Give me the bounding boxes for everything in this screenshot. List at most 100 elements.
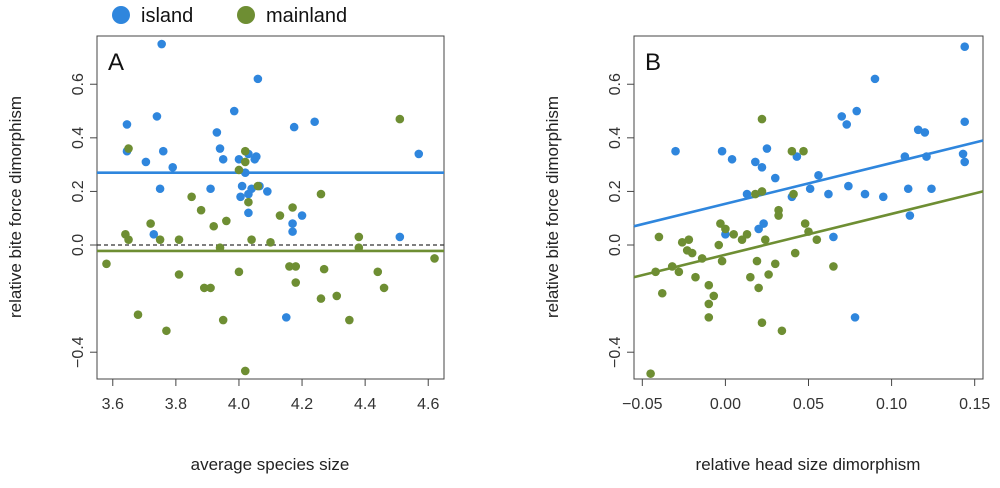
legend-mainland-label: mainland	[266, 5, 347, 27]
mainland-point	[240, 146, 250, 156]
island-point	[229, 106, 239, 116]
island-point	[903, 184, 913, 194]
x-tick-label: 0.10	[876, 396, 907, 413]
mainland-point	[729, 229, 739, 239]
mainland-point	[222, 216, 231, 226]
mainland-point	[709, 291, 719, 301]
mainland-point	[345, 315, 354, 325]
y-tick-label: 0.0	[607, 234, 624, 256]
panel-b-lines	[633, 139, 984, 279]
mainland-point	[667, 262, 677, 271]
y-tick-label: 0.0	[70, 234, 87, 256]
mainland-point	[799, 146, 808, 156]
mainland-point	[316, 294, 326, 303]
island-point	[122, 120, 132, 129]
island-point	[958, 149, 968, 159]
x-tick-label: 0.05	[793, 396, 824, 413]
mainland-point	[829, 262, 838, 271]
mainland-point	[646, 369, 655, 378]
mainland-point	[764, 270, 773, 279]
mainland-point	[379, 283, 389, 293]
mainland-point	[146, 219, 155, 228]
mainland-point	[133, 310, 143, 319]
mainland-point	[674, 267, 684, 277]
mainland-point	[697, 254, 707, 263]
mainland-point	[215, 243, 225, 252]
panel-b-xlabel: relative head size dimorphism	[696, 455, 921, 474]
mainland-point	[199, 283, 209, 293]
mainland-point	[789, 189, 798, 199]
island-point	[842, 120, 852, 129]
island-point	[824, 189, 833, 199]
island-point	[920, 128, 930, 137]
panel-a-points	[102, 39, 439, 376]
x-tick-label: 4.6	[417, 396, 439, 413]
mainland-point	[774, 211, 783, 220]
panel-a-letter: A	[108, 49, 124, 76]
mainland-point	[684, 235, 694, 244]
mainland-point	[155, 235, 165, 244]
mainland-point	[102, 259, 111, 269]
x-tick-label: 4.2	[291, 396, 313, 413]
island-point	[742, 189, 752, 199]
mainland-point	[757, 187, 767, 196]
island-point	[905, 211, 915, 220]
island-point	[960, 117, 970, 127]
island-point	[913, 125, 923, 135]
x-tick-label: 3.8	[165, 396, 187, 413]
mainland-point	[218, 315, 228, 325]
panel-b-points	[646, 42, 970, 378]
panel-b-letter: B	[645, 49, 661, 76]
x-tick-label: 4.0	[228, 396, 250, 413]
panel-a-frame	[96, 35, 445, 380]
island-point	[158, 146, 168, 156]
island-point	[289, 122, 299, 132]
island-point	[288, 219, 297, 228]
mainland-point	[757, 114, 767, 124]
mainland-point	[714, 240, 724, 250]
mainland-point	[244, 197, 253, 207]
legend: island mainland	[112, 5, 347, 27]
island-point	[770, 173, 780, 183]
mainland-point	[804, 227, 813, 236]
mainland-point	[253, 181, 263, 191]
island-point	[310, 117, 319, 127]
mainland-point	[704, 313, 714, 322]
panel-b-frame	[633, 35, 984, 380]
mainland-point	[657, 288, 667, 298]
island-point	[900, 152, 910, 161]
y-tick-label: 0.2	[607, 180, 624, 202]
island-point	[762, 144, 772, 153]
island-point	[152, 112, 162, 121]
mainland-point	[319, 264, 329, 274]
mainland-point	[704, 299, 714, 309]
panel-a-x-ticks: 3.6 3.8 4.0 4.2 4.4 4.6	[102, 379, 439, 413]
mainland-point	[291, 278, 301, 287]
island-point	[157, 39, 166, 49]
legend-mainland-marker	[237, 6, 255, 24]
island-point	[727, 154, 737, 164]
island-point	[960, 42, 970, 52]
island-point	[837, 112, 847, 121]
mainland-point	[354, 243, 364, 252]
island-point	[212, 128, 222, 137]
island-point	[850, 313, 860, 322]
island-point	[860, 189, 870, 199]
mainland-point	[721, 224, 730, 234]
island-point	[878, 192, 888, 202]
mainland-point	[124, 144, 133, 153]
mainland-point	[187, 192, 196, 202]
mainland-point	[770, 259, 780, 269]
mainland-point	[240, 157, 250, 167]
mainland-point	[704, 280, 714, 290]
island-point	[253, 74, 263, 84]
island-point	[141, 157, 151, 167]
mainland-point	[234, 267, 244, 277]
x-tick-label: 0.00	[710, 396, 741, 413]
island-point	[281, 313, 291, 322]
island-point	[844, 181, 853, 191]
panel-b-ylabel: relative bite force dimorphism	[543, 96, 562, 318]
panel-a: A average species size relative bite for…	[6, 35, 445, 474]
island-point	[206, 184, 215, 194]
legend-island-marker	[112, 6, 130, 24]
